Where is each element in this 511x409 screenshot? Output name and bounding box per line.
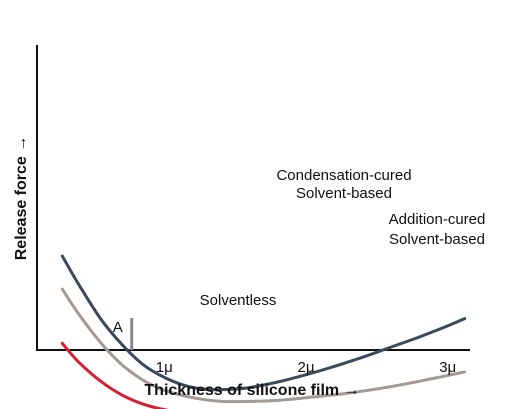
series-label-line: Solventless [200,292,277,309]
series-label-line: Solvent-based [389,231,485,248]
series-label-line: Condensation-cured [276,167,411,184]
x-tick-label: 1μ [156,359,173,376]
marker-a-label: A [113,319,123,336]
series-label-solventless: Solventless [200,292,277,309]
series-label-line: Addition-cured [389,211,486,228]
x-tick-labels: 1μ 2μ 3μ [156,359,456,376]
x-tick-label: 2μ [298,359,315,376]
series-lines [60,254,467,409]
series-line-2 [60,341,169,409]
x-tick-label: 3μ [439,359,456,376]
series-label-line: Solvent-based [296,185,392,202]
series-label-condensation: Condensation-cured Solvent-based [276,167,411,202]
series-line-0 [60,254,467,392]
x-axis-title: Thickness of silicone film → [144,382,359,399]
series-line-1 [60,287,467,404]
series-label-addition: Addition-cured Solvent-based [389,211,486,248]
y-axis-title: Release force → [13,136,30,261]
